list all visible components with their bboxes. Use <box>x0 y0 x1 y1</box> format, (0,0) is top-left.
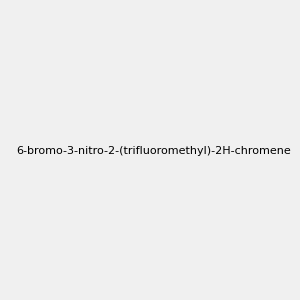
Text: 6-bromo-3-nitro-2-(trifluoromethyl)-2H-chromene: 6-bromo-3-nitro-2-(trifluoromethyl)-2H-c… <box>16 146 291 157</box>
